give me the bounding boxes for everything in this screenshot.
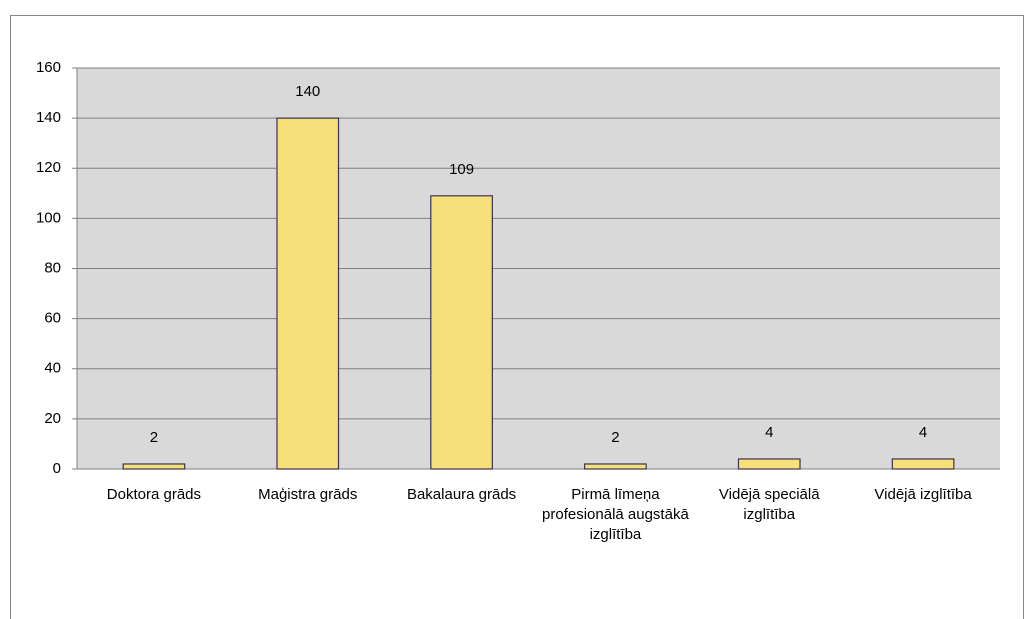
bar	[584, 463, 647, 470]
data-label: 109	[449, 161, 474, 178]
bar	[737, 458, 801, 470]
bar	[122, 463, 186, 470]
x-tick-label: Vidējā speciālā izglītība	[718, 486, 820, 523]
x-tick-label: Doktora grāds	[106, 486, 202, 503]
data-label: 140	[295, 83, 320, 100]
data-label: 2	[611, 429, 619, 446]
y-tick-label: 140	[36, 109, 61, 126]
bar	[430, 195, 493, 470]
data-label: 4	[919, 424, 927, 441]
y-tick-label: 100	[36, 209, 61, 226]
y-tick-label: 60	[44, 310, 61, 327]
y-tick-label: 40	[44, 360, 61, 377]
data-label: 4	[765, 424, 773, 441]
x-tick-label: Bakalaura grāds	[406, 486, 517, 503]
x-tick-label: Pirmā līmeņa profesionālā augstākā izglī…	[542, 486, 689, 543]
data-label: 2	[150, 429, 158, 446]
y-tick-label: 160	[36, 59, 61, 76]
bar	[891, 458, 955, 470]
y-tick-label: 80	[44, 259, 61, 276]
bar	[276, 117, 340, 470]
y-tick-label: 20	[44, 410, 61, 427]
y-tick-label: 120	[36, 159, 61, 176]
y-tick-label: 0	[53, 460, 61, 477]
x-tick-label: Vidējā izglītība	[874, 486, 972, 503]
x-tick-label: Maģistra grāds	[258, 486, 358, 503]
chart-frame	[10, 15, 1024, 619]
